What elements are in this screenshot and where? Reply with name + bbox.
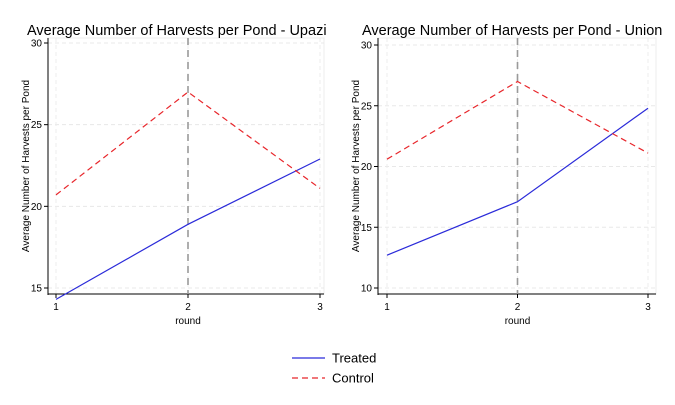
chart-panel-1: 15 20 25 30 1 2 3 Average Number of Harvests pe…: [21, 23, 327, 327]
legend-label: Treated: [332, 351, 376, 366]
x-tick-label: 3: [317, 302, 323, 313]
plot-area: [47, 37, 325, 295]
x-tick-label: 2: [515, 302, 521, 313]
y-axis-label: Average Number of Harvests per Pond: [21, 80, 32, 252]
x-tick-label: 1: [53, 302, 59, 313]
chart-title: Average Number of Harvests per Pond - Un…: [362, 23, 662, 39]
y-tick-label: 15: [361, 223, 373, 234]
y-tick-label: 25: [361, 101, 373, 112]
chart-title: Average Number of Harvests per Pond - Up…: [27, 23, 327, 39]
chart-panel-2: 10 15 20 25 30 1 2 3 Average Number of Harvests …: [351, 23, 662, 327]
y-tick-label: 30: [31, 39, 43, 50]
y-tick-label: 15: [31, 284, 43, 295]
x-tick-label: 1: [384, 302, 390, 313]
y-tick-label: 20: [361, 162, 373, 173]
y-axis-label: Average Number of Harvests per Pond: [351, 80, 362, 252]
series-line-control: [55, 91, 321, 196]
y-tick-label: 30: [361, 41, 373, 52]
series-line-control: [386, 80, 649, 160]
legend-item-treated: Treated: [292, 351, 376, 366]
x-tick-label: 3: [645, 302, 651, 313]
y-tick-label: 10: [361, 284, 373, 295]
legend: Treated Control: [292, 351, 376, 386]
y-tick-label: 25: [31, 120, 43, 131]
x-tick-label: 2: [185, 302, 191, 313]
y-tick-label: 20: [31, 202, 43, 213]
x-axis-label: round: [505, 316, 531, 327]
legend-label: Control: [332, 371, 374, 386]
x-axis-label: round: [175, 316, 201, 327]
legend-item-control: Control: [292, 371, 374, 386]
series-line-treated: [55, 158, 321, 300]
series-line-treated: [386, 107, 649, 256]
